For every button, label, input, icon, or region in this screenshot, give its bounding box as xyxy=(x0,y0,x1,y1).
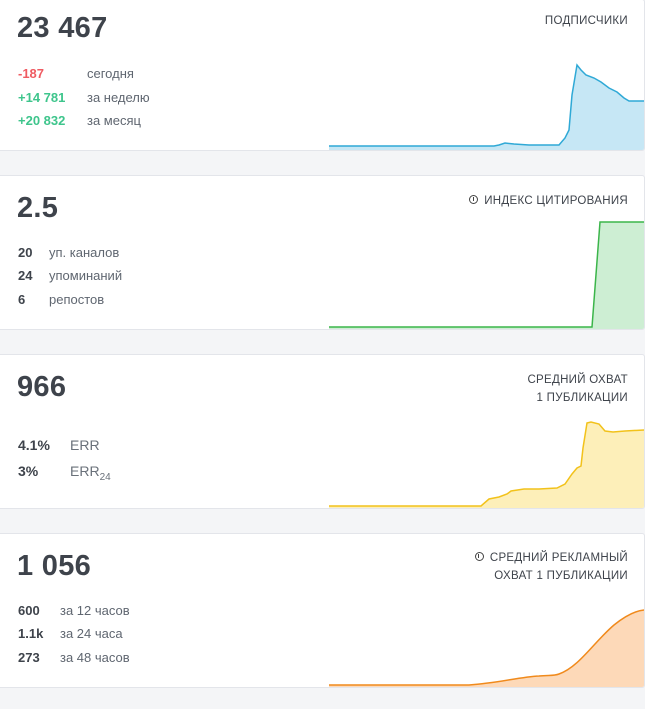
stat-row-err24: 3% ERR24 xyxy=(18,463,111,486)
average-reach-card: 966 СРЕДНИЙ ОХВАТ 1 ПУБЛИКАЦИИ 4.1% ERR 3… xyxy=(0,354,645,509)
average-ad-reach-label-line2: ОХВАТ 1 ПУБЛИКАЦИИ xyxy=(494,570,628,582)
question-circle-icon[interactable] xyxy=(469,195,479,204)
citation-index-card: 2.5 ИНДЕКС ЦИТИРОВАНИЯ 20 уп. каналов 24 у… xyxy=(0,175,645,330)
subscribers-card: 23 467 ПОДПИСЧИКИ -187 сегодня +14 781 за … xyxy=(0,0,645,151)
stat-value: 6 xyxy=(18,292,26,307)
stat-row-12h: 600 за 12 часов xyxy=(18,603,130,619)
stat-desc: за неделю xyxy=(87,90,150,105)
average-reach-label-line1: СРЕДНИЙ ОХВАТ xyxy=(527,374,628,386)
sparkline-area xyxy=(329,65,644,150)
stat-desc: за 12 часов xyxy=(60,603,130,618)
sparkline-area xyxy=(329,422,644,508)
stat-row-today: -187 сегодня xyxy=(18,66,134,82)
stat-row-week: +14 781 за неделю xyxy=(18,90,150,106)
average-ad-reach-sparkline xyxy=(329,609,644,687)
stat-row-err: 4.1% ERR xyxy=(18,437,100,453)
average-ad-reach-label: СРЕДНИЙ РЕКЛАМНЫЙ ОХВАТ 1 ПУБЛИКАЦИИ xyxy=(474,549,628,585)
citation-index-label-text: ИНДЕКС ЦИТИРОВАНИЯ xyxy=(484,195,628,207)
stat-value: 24 xyxy=(18,268,33,283)
average-reach-value: 966 xyxy=(17,371,67,403)
stat-desc: за месяц xyxy=(87,113,141,128)
stat-desc: за 48 часов xyxy=(60,650,130,665)
stat-value: +20 832 xyxy=(18,113,66,128)
stat-desc: ERR xyxy=(70,463,100,479)
stat-value: -187 xyxy=(18,66,45,81)
sparkline-line xyxy=(329,63,644,147)
stat-desc: сегодня xyxy=(87,66,134,81)
citation-index-label: ИНДЕКС ЦИТИРОВАНИЯ xyxy=(469,192,628,210)
average-reach-sparkline xyxy=(329,421,644,508)
sparkline-line xyxy=(329,221,644,328)
sparkline-area xyxy=(329,222,644,329)
average-reach-label: СРЕДНИЙ ОХВАТ 1 ПУБЛИКАЦИИ xyxy=(527,371,628,407)
sparkline-line xyxy=(329,421,644,507)
citation-index-value: 2.5 xyxy=(17,192,59,224)
sparkline-area xyxy=(329,610,644,687)
stat-value: 20 xyxy=(18,245,33,260)
stat-value: 3% xyxy=(18,463,39,479)
stat-row-month: +20 832 за месяц xyxy=(18,113,141,129)
stat-row-channels: 20 уп. каналов xyxy=(18,245,119,261)
stat-value: 273 xyxy=(18,650,40,665)
stat-desc: уп. каналов xyxy=(49,245,120,260)
stat-row-48h: 273 за 48 часов xyxy=(18,650,130,666)
subscribers-count: 23 467 xyxy=(17,12,108,44)
stat-desc: репостов xyxy=(49,292,105,307)
citation-index-sparkline xyxy=(329,221,644,329)
subscribers-label: ПОДПИСЧИКИ xyxy=(544,15,628,27)
stat-row-mentions: 24 упоминаний xyxy=(18,268,122,284)
stat-desc: за 24 часа xyxy=(60,626,123,641)
stat-row-reposts: 6 репостов xyxy=(18,292,104,308)
sparkline-line xyxy=(329,609,644,686)
average-ad-reach-label-line1: СРЕДНИЙ РЕКЛАМНЫЙ xyxy=(489,552,628,564)
stat-desc-subscript: 24 xyxy=(99,471,111,483)
stat-row-24h: 1.1k за 24 часа xyxy=(18,626,123,642)
stat-value: 600 xyxy=(18,603,40,618)
stat-value: 1.1k xyxy=(18,626,44,641)
subscribers-sparkline xyxy=(329,63,644,150)
average-reach-label-line2: 1 ПУБЛИКАЦИИ xyxy=(536,392,628,404)
stat-desc: ERR xyxy=(70,437,100,453)
average-ad-reach-value: 1 056 xyxy=(17,550,92,582)
stat-value: +14 781 xyxy=(18,90,66,105)
stat-desc: упоминаний xyxy=(49,268,123,283)
average-ad-reach-card: 1 056 СРЕДНИЙ РЕКЛАМНЫЙ ОХВАТ 1 ПУБЛИКАЦ… xyxy=(0,533,645,688)
question-circle-icon[interactable] xyxy=(474,552,484,561)
stat-value: 4.1% xyxy=(18,437,50,453)
